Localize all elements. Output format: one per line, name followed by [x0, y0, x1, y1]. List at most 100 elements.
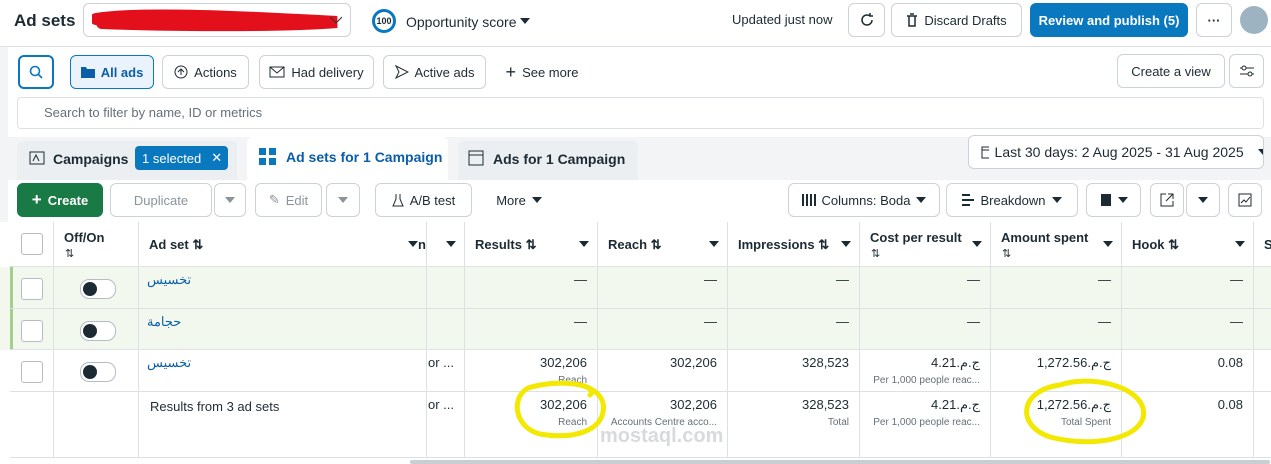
status-bar [10, 267, 13, 309]
button-label: Had delivery [291, 64, 364, 80]
column-menu[interactable] [408, 241, 418, 247]
ad-set-name[interactable]: تخسيس [147, 272, 192, 287]
refresh-button[interactable] [848, 3, 885, 37]
column-menu[interactable] [841, 241, 851, 247]
icon [981, 146, 989, 159]
column-menu[interactable] [1103, 241, 1113, 247]
tab-label: Ad sets for 1 Campaign [286, 149, 443, 165]
toggle[interactable] [80, 362, 116, 382]
ad-set-name[interactable]: تخسيس [147, 355, 192, 370]
discard-button[interactable]: Discard Drafts [891, 3, 1022, 37]
metric-value: 302,206 [670, 355, 717, 370]
button-label: Duplicate [133, 192, 189, 208]
search-box[interactable] [17, 97, 1264, 129]
metric-value: or ... [427, 397, 454, 412]
button-label: Breakdown [980, 192, 1046, 208]
cell [54, 350, 139, 392]
ad-sets-tab[interactable] [247, 137, 448, 181]
metric-value: ج.م.4.21 [931, 355, 980, 370]
account-selector[interactable] [83, 3, 351, 37]
cell [1254, 267, 1271, 309]
publish-button[interactable]: Review and publish (5) [1030, 3, 1188, 37]
metric-value: — [1230, 314, 1243, 329]
create-button[interactable]: + Create [17, 183, 103, 217]
total-label: Results from 3 ad sets [150, 399, 280, 414]
icon [860, 13, 873, 26]
delivery-filter[interactable]: Had delivery [259, 55, 374, 89]
cell: 0.08 [1122, 392, 1254, 458]
cell: ج.م.1,272.56 Total Spent [991, 392, 1122, 458]
metric-value: — [704, 314, 717, 329]
cell: — [728, 267, 860, 309]
cell [10, 350, 54, 392]
search-button[interactable] [18, 55, 54, 89]
cell: Cost per result ⇅ [860, 222, 991, 267]
icon [1100, 194, 1111, 206]
cell [427, 267, 465, 309]
metric-subtitle: Total Spent [1060, 417, 1111, 428]
cell [10, 267, 54, 309]
header-row: Off/On ⇅ Ad set ⇅ n Results ⇅ Reach ⇅ Impressi… [0, 222, 1271, 267]
column-menu[interactable] [446, 241, 456, 247]
more-actions[interactable]: More [483, 183, 555, 217]
cell: — [598, 309, 728, 350]
cell: Results from 3 ad sets [139, 392, 427, 458]
metric-value: — [1098, 314, 1111, 329]
see-more[interactable]: + See more [498, 55, 586, 89]
avatar[interactable] [1240, 6, 1268, 34]
metric-subtitle: Reach [558, 375, 587, 386]
icon [80, 67, 95, 78]
metric-value: — [574, 314, 587, 329]
chart-button[interactable] [1228, 183, 1262, 217]
column-menu[interactable] [1235, 241, 1245, 247]
watermark: mostaql.com [600, 425, 724, 447]
column-header: Ad set ⇅ [149, 237, 204, 252]
column-header: Impressions ⇅ [738, 237, 830, 252]
ad-set-name[interactable]: حجامة [147, 314, 182, 329]
reports-button[interactable] [1086, 183, 1141, 217]
edit-button[interactable]: ✎ Edit [255, 183, 322, 217]
column-menu[interactable] [579, 241, 589, 247]
more-button[interactable]: ··· [1196, 3, 1232, 37]
metric-value: ج.م.4.21 [931, 397, 980, 412]
export-menu[interactable] [1186, 183, 1220, 217]
toggle[interactable] [80, 321, 116, 341]
ads-tab[interactable] [458, 141, 638, 181]
icon [962, 194, 975, 206]
metric-value: — [704, 272, 717, 287]
ab-test-button[interactable]: A/B test [375, 183, 472, 217]
icon [1238, 193, 1252, 207]
export-button[interactable] [1150, 183, 1184, 217]
button-label: All ads [100, 64, 144, 80]
toggle[interactable] [80, 279, 116, 299]
create-view-button[interactable]: Create a view [1117, 54, 1225, 88]
cell [10, 222, 54, 267]
button-label: See more [522, 64, 579, 80]
cell: Hook ⇅ [1122, 222, 1254, 267]
settings-button[interactable] [1229, 54, 1264, 88]
caret [1198, 197, 1208, 203]
breakdown-button[interactable]: Breakdown [946, 183, 1078, 217]
search-placeholder: Search to filter by name, ID or metrics [44, 105, 263, 120]
cell: — [598, 267, 728, 309]
actions-filter[interactable]: Actions [162, 55, 249, 89]
duplicate-menu[interactable] [214, 183, 246, 217]
selected-pill[interactable]: 1 selected ✕ [135, 146, 228, 170]
date-picker[interactable]: Last 30 days: 2 Aug 2025 - 31 Aug 2025 [968, 135, 1264, 169]
all-ads-filter[interactable]: All ads [70, 55, 154, 89]
icon [259, 148, 276, 165]
cell [10, 309, 54, 350]
active-filter[interactable]: Active ads [383, 55, 486, 89]
duplicate-button[interactable]: Duplicate [110, 183, 212, 217]
column-menu[interactable] [972, 241, 982, 247]
column-menu[interactable] [709, 241, 719, 247]
button-label: Active ads [414, 64, 475, 80]
metric-value: 328,523 [802, 355, 849, 370]
edit-menu[interactable] [326, 183, 360, 217]
cell [1254, 309, 1271, 350]
cell: Ad set ⇅ [139, 222, 427, 267]
columns-button[interactable]: Columns: Boda [788, 183, 940, 217]
opportunity-label[interactable]: Opportunity score [406, 14, 517, 30]
cell: — [991, 267, 1122, 309]
